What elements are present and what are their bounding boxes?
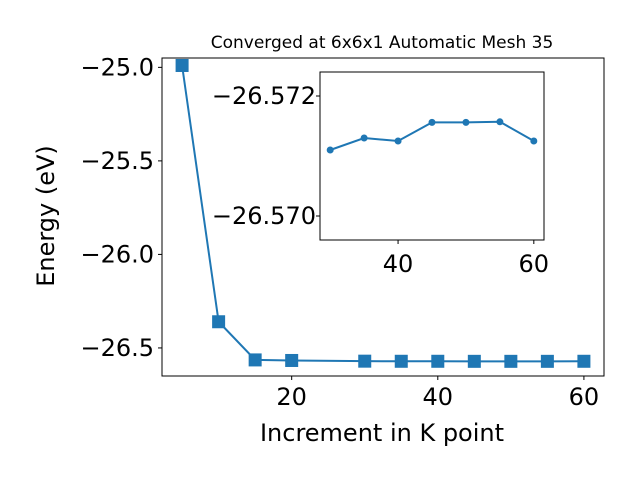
inset-x-tick-label: 60 [519, 250, 550, 278]
main-x-tick-label: 20 [276, 383, 307, 411]
main-y-tick-label: −26.0 [80, 240, 154, 268]
inset-data-point [360, 134, 368, 142]
inset-data-point [428, 118, 436, 126]
y-axis-label: Energy (eV) [32, 145, 60, 287]
main-data-point [577, 354, 591, 368]
inset-data-point [462, 118, 470, 126]
main-data-point [467, 354, 481, 368]
main-x-tick-label: 60 [569, 383, 600, 411]
x-axis-label: Increment in K point [260, 419, 504, 447]
main-data-point [358, 354, 372, 368]
inset-x-tick-label: 40 [383, 250, 414, 278]
inset-y-tick-label: −26.572 [212, 82, 316, 110]
main-data-point [431, 354, 445, 368]
inset-data-point [530, 137, 538, 145]
main-data-point [212, 315, 226, 329]
main-data-point [175, 58, 189, 72]
main-data-point [540, 354, 554, 368]
main-data-point [394, 354, 408, 368]
main-data-point [248, 353, 262, 367]
inset-data-point [496, 118, 504, 126]
inset-data-point [326, 146, 334, 154]
inset-plot: 40 60 −26.572 −26.570 [212, 71, 550, 278]
inset-y-tick-label: −26.570 [212, 202, 316, 230]
inset-frame [319, 71, 545, 241]
main-y-tick-label: −26.5 [80, 334, 154, 362]
chart-title: Converged at 6x6x1 Automatic Mesh 35 [211, 33, 554, 53]
main-y-tick-label: −25.0 [80, 53, 154, 81]
inset-data-point [394, 137, 402, 145]
main-data-point [285, 353, 299, 367]
main-x-tick-label: 40 [423, 383, 454, 411]
main-data-point [504, 354, 518, 368]
main-y-tick-label: −25.5 [80, 147, 154, 175]
